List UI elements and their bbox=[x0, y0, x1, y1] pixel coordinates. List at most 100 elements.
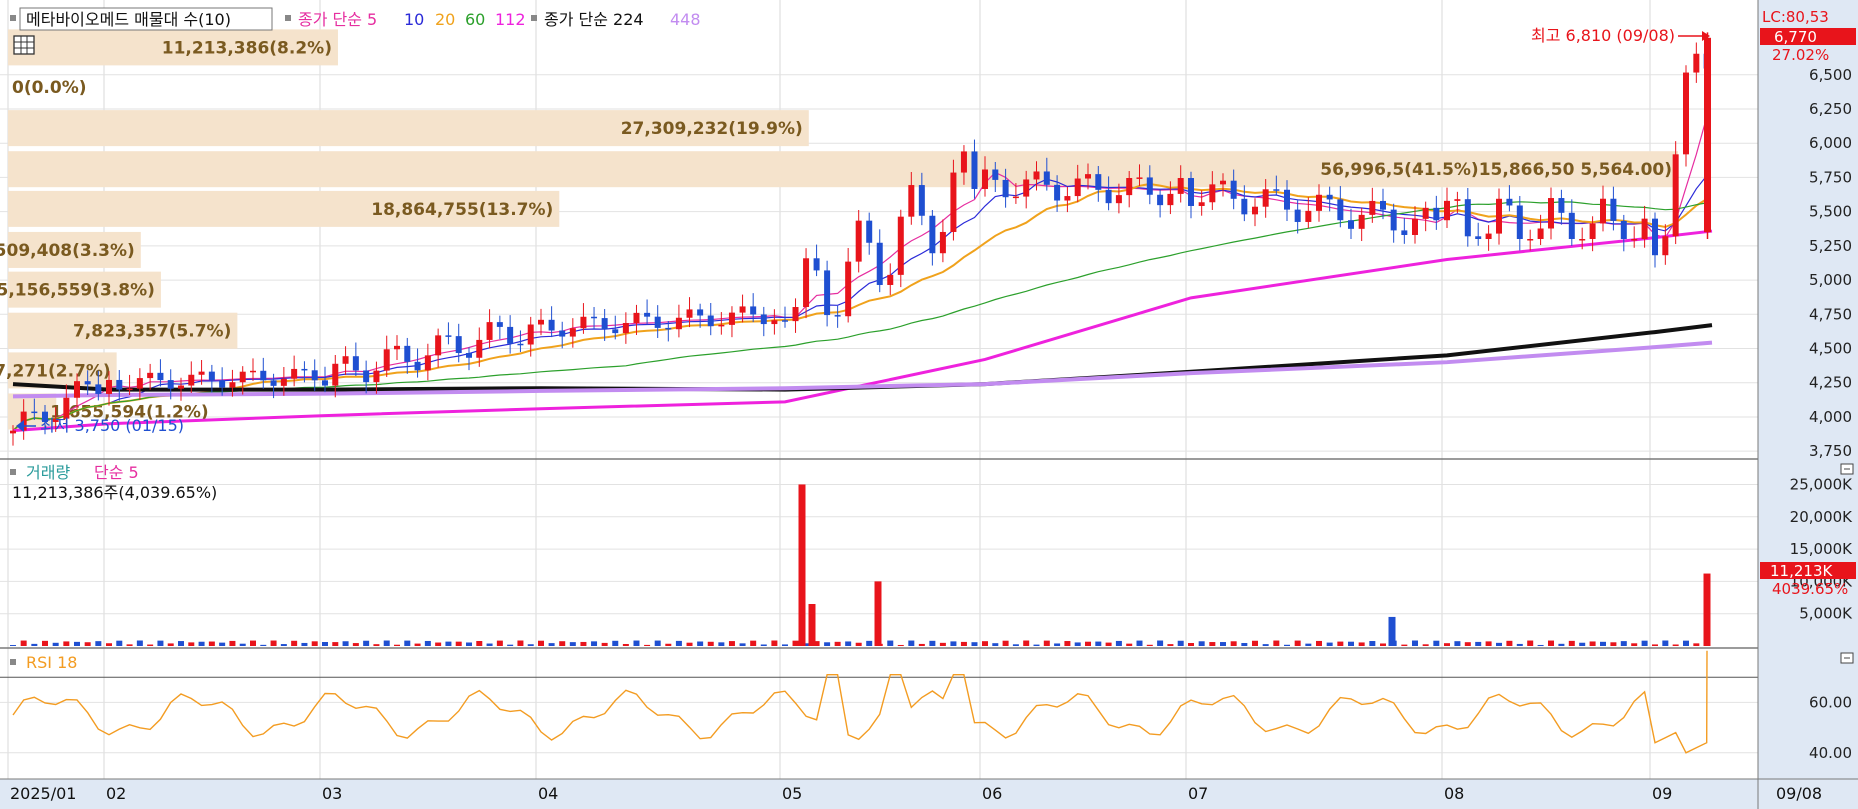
candle-body bbox=[1422, 207, 1429, 219]
candle-body bbox=[1527, 239, 1534, 241]
candle-body bbox=[1516, 205, 1523, 239]
volume-bar bbox=[824, 642, 831, 646]
volume-current-pct: 4039.65% bbox=[1772, 580, 1848, 598]
volume-bar bbox=[424, 640, 431, 646]
volume-bar bbox=[363, 640, 370, 646]
volume-bar bbox=[1358, 642, 1365, 646]
volume-bar bbox=[929, 640, 936, 646]
volume-profile-band-5 bbox=[8, 231, 141, 268]
price-tick-2: 6,000 bbox=[1809, 134, 1852, 152]
candle-body bbox=[1002, 179, 1009, 198]
table-icon[interactable] bbox=[13, 35, 35, 55]
candle-body bbox=[1693, 53, 1700, 73]
volume-bar bbox=[950, 641, 957, 646]
volume-bar bbox=[1262, 644, 1269, 646]
volume-bar bbox=[1054, 643, 1061, 646]
volume-current: 11,213K bbox=[1770, 562, 1833, 580]
candle-body bbox=[363, 370, 370, 383]
candle-body bbox=[992, 169, 999, 180]
volume-bar bbox=[1620, 641, 1627, 646]
volume-bar bbox=[1412, 640, 1418, 646]
volume-bar bbox=[1485, 641, 1492, 646]
price-tick-5: 5,250 bbox=[1809, 237, 1852, 255]
candle-body bbox=[792, 307, 799, 322]
volume-bar bbox=[718, 642, 725, 646]
volume-bar bbox=[1337, 641, 1344, 646]
candle-body bbox=[52, 418, 59, 422]
volume-bars bbox=[10, 484, 1711, 646]
price-tick-9: 4,250 bbox=[1809, 374, 1852, 392]
date-tick-4: 05 bbox=[782, 784, 802, 803]
candle-body bbox=[1305, 210, 1312, 222]
volume-bar bbox=[760, 644, 767, 646]
volume-profile-label-8: 3,747,271(2.7%) bbox=[0, 361, 111, 381]
candle-body bbox=[1012, 196, 1019, 199]
volume-bar bbox=[633, 640, 640, 646]
candle-body bbox=[1579, 239, 1586, 241]
candle-body bbox=[1548, 198, 1554, 229]
volume-bar bbox=[10, 645, 16, 646]
ma112-line bbox=[12, 229, 1713, 433]
candle-body bbox=[771, 320, 778, 325]
volume-close-icon[interactable] bbox=[1840, 463, 1854, 475]
date-tick-2: 03 bbox=[322, 784, 342, 803]
chart-title: 메타바이오메드 매물대 수(10) bbox=[26, 10, 231, 29]
candle-body bbox=[373, 370, 380, 383]
volume-bar bbox=[507, 644, 514, 646]
candle-body bbox=[1600, 198, 1606, 224]
volume-bar bbox=[42, 640, 48, 646]
candle-body bbox=[644, 312, 651, 317]
volume-bar bbox=[476, 640, 483, 646]
volume-bar bbox=[1348, 641, 1354, 646]
volume-bar bbox=[260, 644, 267, 646]
candle-body bbox=[219, 380, 226, 388]
candle-body bbox=[569, 328, 576, 337]
candle-body bbox=[1074, 178, 1081, 197]
candle-body bbox=[1506, 198, 1513, 206]
date-corner-label: 09/08 bbox=[1776, 784, 1822, 803]
candle-body bbox=[1188, 178, 1194, 206]
date-tick-8: 09 bbox=[1652, 784, 1672, 803]
volume-bar bbox=[1422, 644, 1429, 646]
volume-bar bbox=[455, 641, 462, 646]
candle-body bbox=[1558, 198, 1565, 213]
candle-body bbox=[445, 335, 452, 337]
candle-body bbox=[803, 258, 810, 308]
volume-bar bbox=[1305, 643, 1312, 646]
candle-body bbox=[1326, 194, 1333, 200]
rsi-close-icon[interactable] bbox=[1840, 652, 1854, 664]
volume-profile-label-4: 18,864,755(13.7%) bbox=[371, 200, 553, 220]
candle-body bbox=[1085, 174, 1091, 179]
lc-label: LC:80,53 bbox=[1762, 8, 1829, 26]
volume-bar bbox=[167, 643, 174, 646]
volume-bar bbox=[739, 643, 746, 646]
date-tick-0: 2025/01 bbox=[10, 784, 76, 803]
candle-body bbox=[1023, 179, 1030, 197]
volume-bar bbox=[1252, 640, 1258, 646]
price-tick-1: 6,250 bbox=[1809, 100, 1852, 118]
volume-bar bbox=[1136, 640, 1143, 646]
volume-bar bbox=[1198, 641, 1205, 646]
candle-body bbox=[1348, 220, 1354, 229]
volume-bar bbox=[897, 644, 904, 646]
date-tick-6: 07 bbox=[1188, 784, 1208, 803]
candle-body bbox=[1095, 174, 1102, 190]
candle-body bbox=[897, 216, 904, 275]
candle-body bbox=[1683, 72, 1689, 155]
volume-profile-band-3 bbox=[8, 151, 1678, 188]
candle-body bbox=[527, 324, 534, 345]
candle-body bbox=[250, 370, 256, 373]
volume-bar bbox=[771, 640, 778, 646]
candle-body bbox=[824, 270, 831, 316]
ma10-legend: 10 bbox=[404, 10, 424, 29]
volume-bar bbox=[1589, 641, 1596, 646]
volume-bar bbox=[686, 642, 693, 646]
volume-bar bbox=[1157, 640, 1164, 646]
volume-bar bbox=[31, 643, 38, 646]
volume-bar bbox=[229, 640, 236, 646]
volume-profile-band-0 bbox=[8, 29, 338, 66]
volume-bar bbox=[1641, 640, 1648, 646]
rsi-legend: RSI 18 bbox=[26, 653, 77, 672]
volume-spike-3 bbox=[1388, 616, 1396, 646]
